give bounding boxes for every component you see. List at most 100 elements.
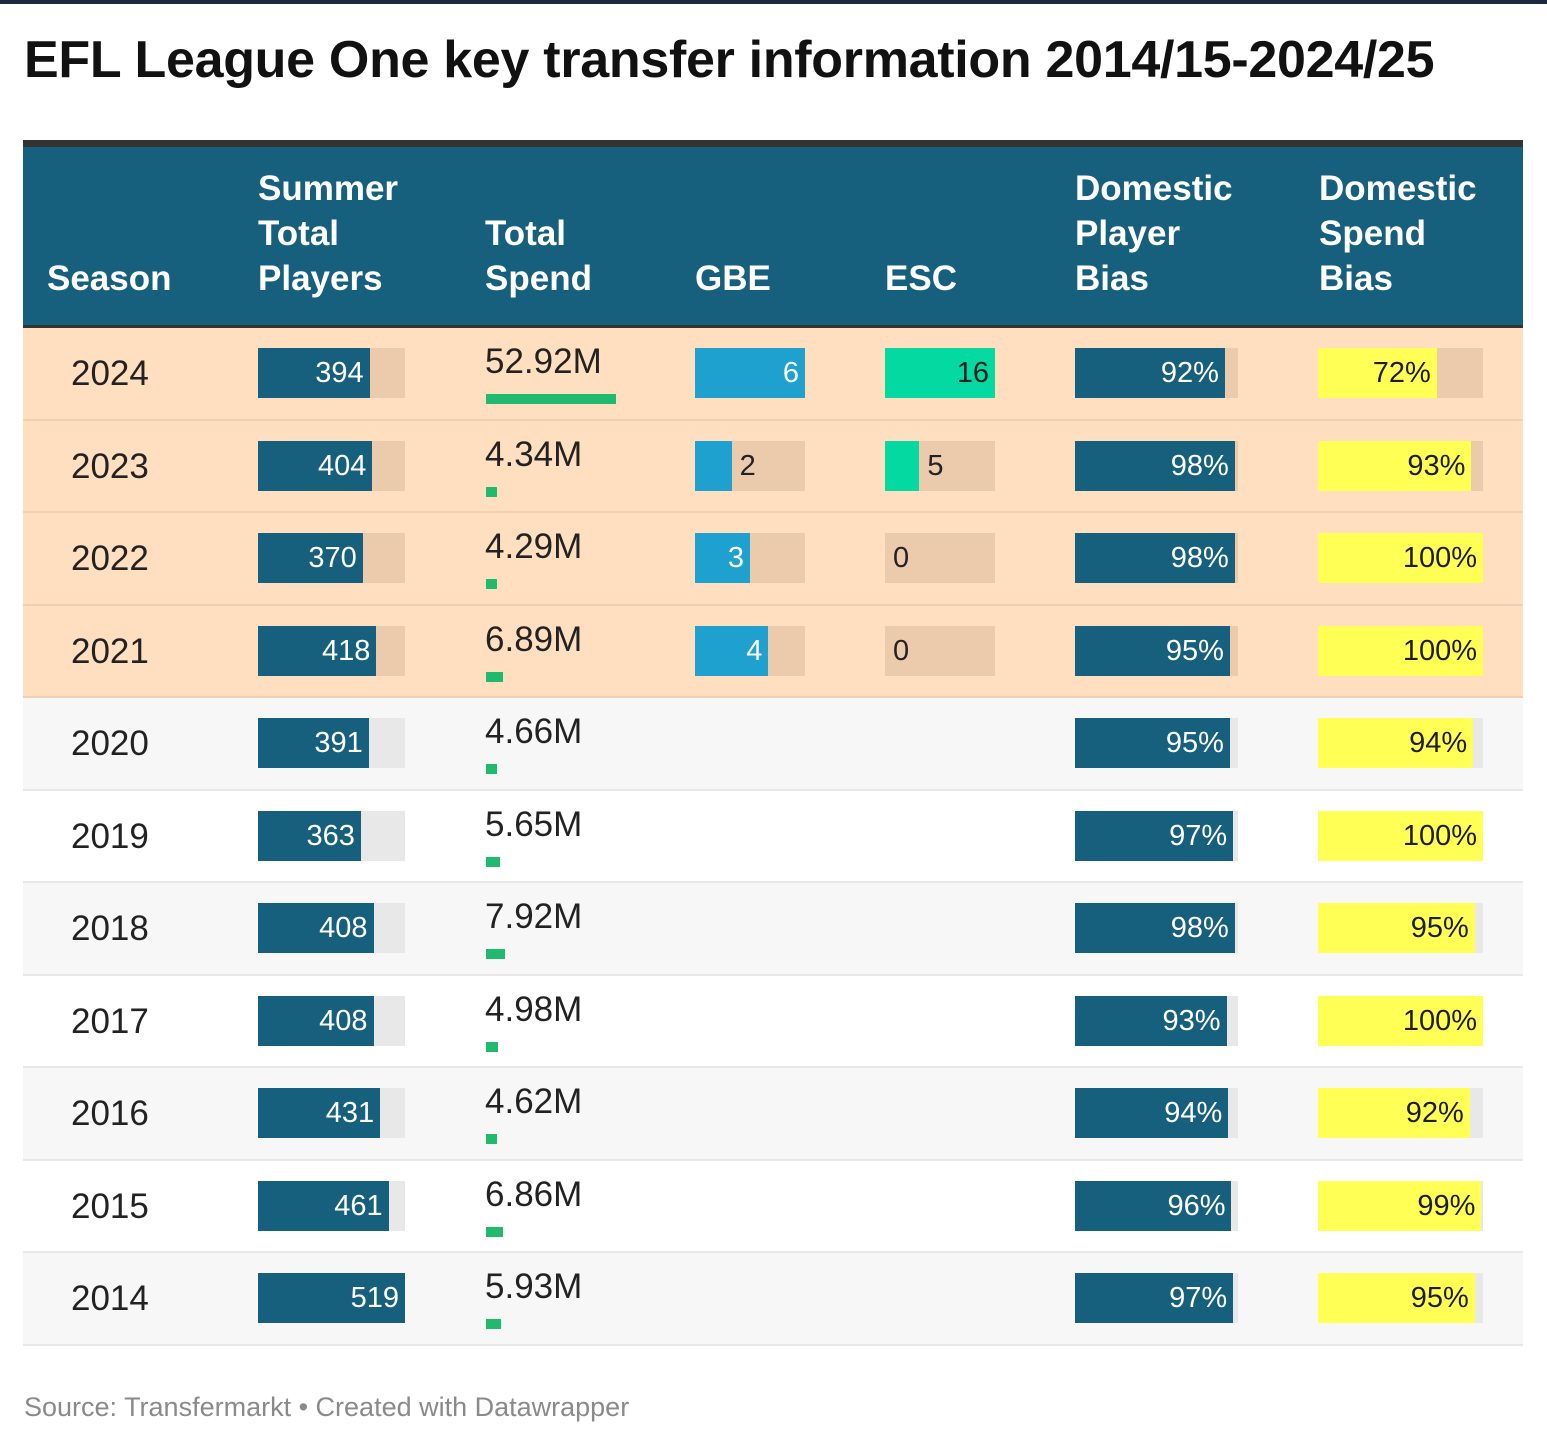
domestic-player-label: 93%	[1162, 1004, 1221, 1037]
players-track: 394	[258, 348, 405, 398]
players-track: 391	[258, 718, 405, 768]
players-label: 391	[314, 727, 363, 759]
gbe-bar	[695, 625, 769, 676]
domestic-player-label: 97%	[1169, 819, 1228, 852]
domestic-spend-track: 72%	[1318, 348, 1483, 398]
spend-value: 6.86M	[485, 1174, 583, 1214]
players-track: 418	[258, 625, 405, 676]
domestic-player-track: 98%	[1075, 903, 1238, 953]
domestic-spend-track: 95%	[1318, 1273, 1483, 1323]
esc-label: 16	[956, 357, 989, 389]
gbe-label: 2	[739, 449, 756, 482]
players-track: 431	[258, 1088, 405, 1138]
domestic-player-track: 98%	[1075, 533, 1238, 583]
domestic-spend-bar	[1318, 810, 1483, 861]
spend-value: 5.65M	[485, 804, 583, 844]
spend-value: 5.93M	[485, 1267, 583, 1306]
domestic-spend-label: 99%	[1417, 1189, 1476, 1222]
players-label: 370	[308, 542, 357, 574]
gbe-label: 3	[727, 542, 744, 574]
spend-bar	[486, 949, 506, 959]
domestic-player-bar	[1075, 1088, 1229, 1138]
header-players: Summer Total Players	[258, 169, 399, 298]
domestic-player-bar	[1075, 1180, 1232, 1231]
top-border	[0, 0, 1547, 4]
table-row: 2016 431 4.62M 94% 92%	[23, 1068, 1523, 1161]
players-track: 370	[258, 533, 405, 583]
domestic-player-track: 95%	[1075, 625, 1238, 676]
domestic-player-bar	[1075, 348, 1225, 398]
spend-bar	[486, 1226, 503, 1237]
domestic-player-track: 94%	[1075, 1088, 1238, 1138]
spend-bar	[486, 1319, 501, 1329]
players-track: 461	[258, 1180, 405, 1231]
header-spend: Total Spend	[485, 214, 592, 298]
players-bar	[258, 1088, 381, 1138]
domestic-spend-bar	[1318, 533, 1483, 583]
spend-bar	[486, 394, 616, 404]
domestic-player-label: 98%	[1170, 912, 1229, 944]
domestic-spend-bar	[1318, 903, 1475, 953]
domestic-player-bar	[1075, 995, 1227, 1046]
players-label: 461	[334, 1189, 383, 1222]
domestic-spend-track: 94%	[1318, 718, 1483, 768]
esc-label: 0	[893, 542, 910, 574]
domestic-player-bar	[1075, 625, 1230, 676]
players-bar	[258, 440, 373, 491]
domestic-spend-bar	[1318, 348, 1437, 398]
spend-bar	[486, 856, 500, 867]
gbe-track: 4	[695, 625, 805, 676]
table-body: 2024 394 52.92M 6 16 92% 72% 2023 404 4.34M 2 5 98% 9…	[23, 328, 1523, 1346]
domestic-player-track: 95%	[1075, 718, 1238, 768]
season-cell: 2019	[71, 816, 149, 856]
domestic-spend-label: 100%	[1402, 542, 1477, 574]
domestic-spend-track: 100%	[1318, 625, 1483, 676]
domestic-spend-track: 93%	[1318, 440, 1483, 491]
domestic-player-bar	[1075, 903, 1235, 953]
esc-track: 16	[885, 348, 995, 398]
domestic-spend-label: 95%	[1410, 912, 1469, 944]
spend-value: 4.29M	[485, 527, 583, 566]
gbe-bar	[695, 440, 732, 491]
domestic-spend-label: 72%	[1372, 357, 1431, 389]
domestic-spend-bar	[1318, 440, 1472, 491]
domestic-player-label: 95%	[1165, 634, 1224, 667]
table-row: 2022 370 4.29M 3 0 98% 100%	[23, 513, 1523, 606]
gbe-track: 6	[695, 348, 805, 398]
domestic-spend-label: 92%	[1405, 1097, 1464, 1129]
gbe-bar	[695, 533, 750, 583]
players-bar	[258, 348, 370, 398]
season-cell: 2024	[71, 354, 149, 393]
table-row: 2019 363 5.65M 97% 100%	[23, 791, 1523, 883]
header-dom_player: Domestic Player Bias	[1075, 169, 1233, 298]
domestic-player-track: 92%	[1075, 348, 1238, 398]
spend-bar	[486, 579, 497, 589]
table-row: 2024 394 52.92M 6 16 92% 72%	[23, 328, 1523, 421]
gbe-label: 4	[746, 634, 763, 667]
data-table: Season Summer Total Players Total Spend GBE…	[23, 140, 1523, 1346]
domestic-player-bar	[1075, 1273, 1234, 1323]
table-row: 2017 408 4.98M 93% 100%	[23, 976, 1523, 1068]
domestic-spend-label: 100%	[1402, 634, 1477, 667]
domestic-spend-bar	[1318, 1273, 1475, 1323]
domestic-spend-label: 95%	[1410, 1282, 1469, 1314]
esc-bar	[885, 348, 995, 398]
esc-track: 5	[885, 440, 995, 491]
domestic-spend-bar	[1318, 1180, 1482, 1231]
table-header: Season Summer Total Players Total Spend GBE…	[23, 140, 1523, 328]
players-bar	[258, 625, 377, 676]
players-track: 519	[258, 1273, 405, 1323]
header-gbe: GBE	[695, 259, 771, 298]
esc-label: 0	[893, 634, 910, 667]
header-season: Season	[47, 259, 172, 298]
table-row: 2020 391 4.66M 95% 94%	[23, 698, 1523, 791]
domestic-player-bar	[1075, 440, 1235, 491]
season-cell: 2017	[71, 1001, 149, 1041]
header-esc: ESC	[885, 259, 957, 298]
players-track: 404	[258, 440, 405, 491]
season-cell: 2021	[71, 631, 149, 671]
season-cell: 2020	[71, 724, 149, 763]
source-note: Source: Transfermarkt • Created with Dat…	[24, 1392, 630, 1422]
domestic-player-bar	[1075, 810, 1234, 861]
domestic-spend-track: 100%	[1318, 533, 1483, 583]
